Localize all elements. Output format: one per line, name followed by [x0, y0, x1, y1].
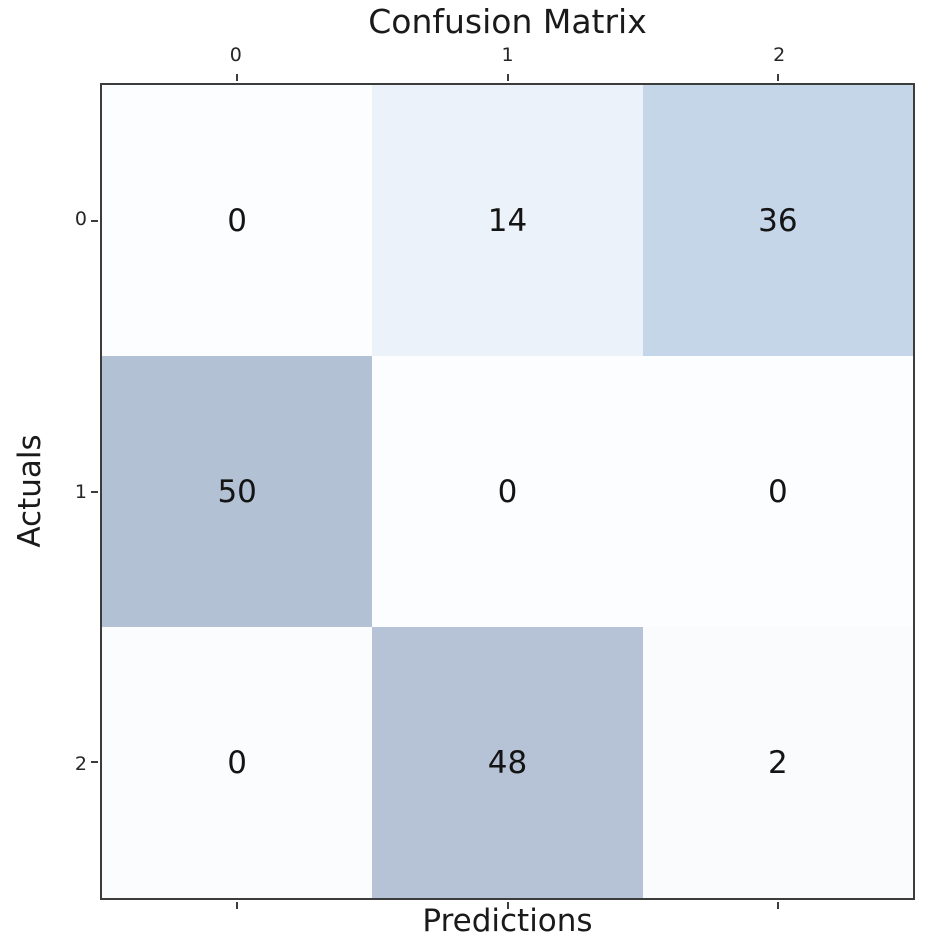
matrix-cell-value: 0 [227, 744, 248, 781]
matrix-cell-value: 48 [487, 744, 528, 781]
matrix-cell-2-2: 2 [642, 627, 913, 898]
matrix-cell-value: 0 [227, 202, 248, 239]
y-tick-label-2: 2 [74, 752, 87, 775]
matrix-cell-0-0: 0 [102, 85, 373, 356]
matrix-cell-value: 14 [487, 202, 528, 239]
plot-area: 0 14 36 50 0 0 0 48 2 [91, 74, 915, 909]
matrix-cell-value: 0 [767, 473, 788, 510]
chart-title: Confusion Matrix [368, 2, 647, 41]
y-axis-tick-labels: 0 1 2 [0, 83, 87, 900]
x-tick-mark-bottom-0 [236, 902, 239, 909]
matrix-cell-0-2: 36 [642, 85, 913, 356]
matrix-cell-0-1: 14 [372, 85, 643, 356]
matrix-cell-2-0: 0 [102, 627, 373, 898]
matrix-cell-value: 0 [497, 473, 518, 510]
matrix-cell-value: 36 [758, 202, 798, 239]
y-tick-mark-2 [91, 761, 98, 764]
x-axis-top-tick-labels: 0 1 2 [100, 42, 915, 68]
y-tick-label-0: 0 [74, 208, 87, 231]
x-tick-label-0: 0 [229, 44, 242, 66]
x-tick-mark-top-0 [236, 74, 239, 81]
y-tick-label-1: 1 [74, 480, 87, 503]
matrix-cell-value: 2 [767, 744, 788, 781]
y-tick-mark-0 [91, 219, 98, 222]
matrix-cell-value: 50 [217, 473, 257, 510]
x-tick-mark-top-2 [776, 74, 779, 81]
matrix-cell-1-1: 0 [372, 356, 643, 627]
heatmap-grid: 0 14 36 50 0 0 0 48 2 [102, 85, 913, 898]
x-axis-label: Predictions [422, 903, 593, 939]
x-tick-label-1: 1 [501, 44, 514, 66]
y-tick-mark-1 [91, 490, 98, 493]
y-axis-label: Actuals [12, 434, 48, 548]
matrix-cell-2-1: 48 [372, 627, 643, 898]
x-tick-mark-bottom-2 [776, 902, 779, 909]
x-tick-label-2: 2 [773, 44, 786, 66]
matrix-cell-1-0: 50 [102, 356, 373, 627]
x-tick-mark-top-1 [506, 74, 509, 81]
matrix-cell-1-2: 0 [642, 356, 913, 627]
x-tick-mark-bottom-1 [506, 902, 509, 909]
